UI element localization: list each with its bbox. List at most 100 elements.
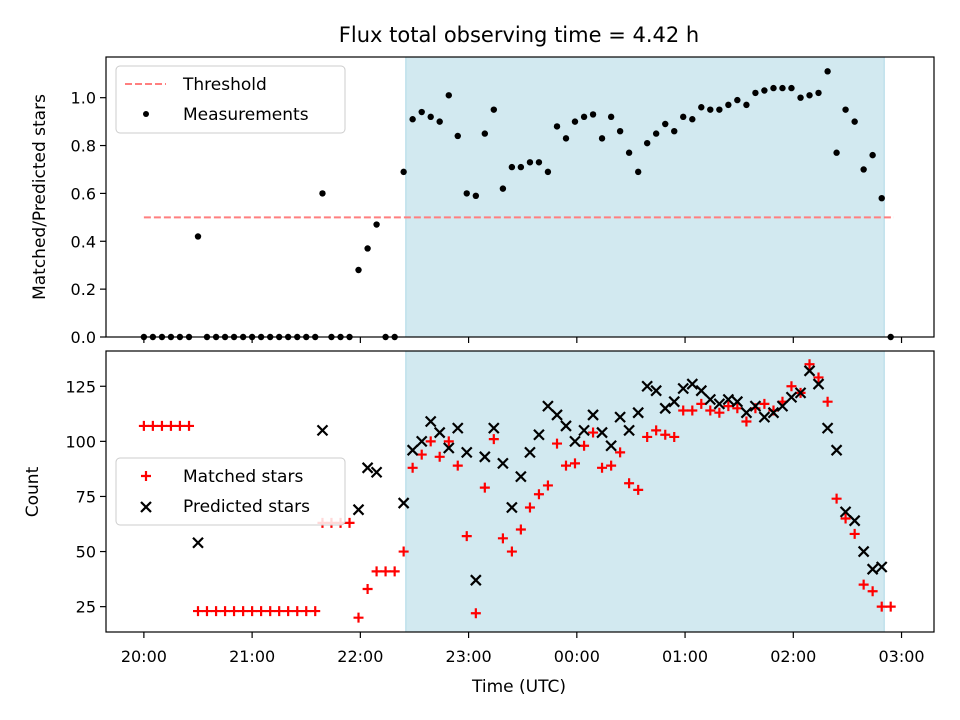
matched-star-point	[696, 398, 707, 409]
predicted-star-point	[713, 398, 726, 410]
measurement-point	[607, 113, 615, 121]
matched-star-point	[831, 493, 842, 504]
matched-star-point	[642, 431, 653, 442]
matched-star-point	[165, 420, 176, 431]
chart-title: Flux total observing time = 4.42 h	[339, 23, 699, 47]
measurement-point	[454, 132, 461, 140]
matched-star-point	[687, 405, 698, 416]
predicted-star-point	[830, 444, 843, 456]
legend-predicted-label: Predicted stars	[183, 497, 310, 517]
measurement-point	[589, 111, 597, 118]
measurement-point	[689, 116, 696, 123]
measurement-point	[716, 106, 723, 113]
predicted-star-point	[451, 422, 464, 434]
measurement-point	[445, 92, 452, 99]
x-tick-label: 02:00	[770, 647, 816, 666]
predicted-star-point	[722, 393, 735, 406]
predicted-star-point	[316, 424, 329, 437]
axes-frame	[105, 56, 935, 338]
measurement-point	[544, 168, 552, 176]
matched-star-point	[849, 528, 860, 539]
x-tick-label: 01:00	[662, 647, 708, 666]
measurement-point	[616, 127, 624, 135]
matched-star-point	[651, 425, 662, 436]
y-tick-label: 100	[65, 432, 96, 451]
matched-star-point	[407, 462, 418, 473]
matched-star-point	[353, 612, 364, 623]
measurement-point	[571, 118, 579, 125]
measurement-point	[752, 89, 759, 97]
matched-star-point	[552, 438, 563, 449]
y-tick-label: 0.2	[71, 280, 96, 299]
predicted-star-point	[524, 446, 536, 459]
predicted-star-point	[794, 387, 807, 399]
matched-star-point	[274, 606, 285, 617]
measurement-point	[526, 159, 534, 166]
matched-star-point	[579, 440, 590, 451]
matched-star-point	[229, 606, 240, 617]
measurement-point	[499, 185, 507, 192]
legend-matched-label: Matched stars	[183, 467, 303, 487]
predicted-star-point	[785, 391, 798, 404]
matched-star-point	[822, 396, 833, 407]
legend-measurement-swatch	[143, 111, 149, 117]
predicted-star-point	[460, 446, 473, 459]
measurement-point	[194, 233, 202, 240]
predicted-star-point	[623, 424, 635, 437]
matched-star-point	[138, 420, 149, 431]
measurement-point	[436, 118, 443, 125]
matched-star-point	[714, 407, 725, 418]
predicted-star-point	[470, 574, 482, 586]
measurement-point	[400, 168, 407, 176]
matched-star-point	[786, 381, 797, 392]
predicted-star-point	[677, 382, 689, 395]
matched-star-point	[705, 405, 716, 416]
predicted-star-point	[415, 435, 428, 448]
measurement-point	[625, 149, 633, 156]
x-tick-label: 20:00	[121, 647, 167, 666]
predicted-star-point	[758, 411, 771, 423]
predicted-star-point	[605, 439, 617, 452]
bottom-panel: 25 50 75 100 125 20:00 21:00 22:00 23:00 00:00 01:…	[65, 350, 935, 666]
measurement-point	[634, 168, 642, 176]
matched-star-point	[524, 502, 535, 513]
measurement-point	[562, 135, 570, 142]
legend-box	[115, 457, 346, 526]
matched-star-point	[344, 517, 355, 528]
measurement-point	[680, 113, 687, 121]
measurement-point	[797, 94, 804, 101]
matched-star-point	[660, 429, 671, 440]
matched-star-point	[193, 606, 203, 617]
measurement-point	[508, 163, 516, 171]
matched-star-point	[283, 606, 294, 617]
predicted-star-point	[443, 442, 455, 454]
legend-bottom: Matched stars Predicted stars	[115, 457, 346, 526]
measurement-point	[319, 190, 326, 197]
predicted-star-point	[812, 378, 825, 390]
matched-star-point	[416, 449, 427, 460]
x-tick-label: 22:00	[337, 647, 383, 666]
y-tick-label: 0.0	[71, 328, 96, 347]
predicted-star-point	[650, 384, 662, 397]
matched-star-point	[147, 420, 158, 431]
predicted-star-point	[839, 506, 852, 518]
predicted-star-point	[614, 411, 626, 423]
matched-star-point	[678, 405, 689, 416]
top-y-axis-label: Matched/Predicted stars	[30, 94, 50, 300]
x-tick-label: 00:00	[554, 647, 600, 666]
matched-star-point	[606, 460, 617, 471]
legend-threshold-label: Threshold	[182, 75, 267, 95]
measurement-point	[427, 113, 434, 121]
measurement-point	[418, 108, 425, 116]
predicted-star-point	[749, 400, 762, 412]
matched-star-point	[813, 372, 824, 383]
matched-star-point	[211, 606, 222, 617]
matched-star-point	[452, 460, 463, 471]
predicted-star-point	[632, 406, 644, 419]
measurement-point	[598, 135, 606, 142]
matched-star-point	[569, 458, 580, 469]
predicted-star-point	[542, 400, 554, 412]
matched-star-point	[533, 489, 544, 500]
predicted-star-point	[479, 451, 491, 463]
measurement-point	[860, 166, 867, 173]
